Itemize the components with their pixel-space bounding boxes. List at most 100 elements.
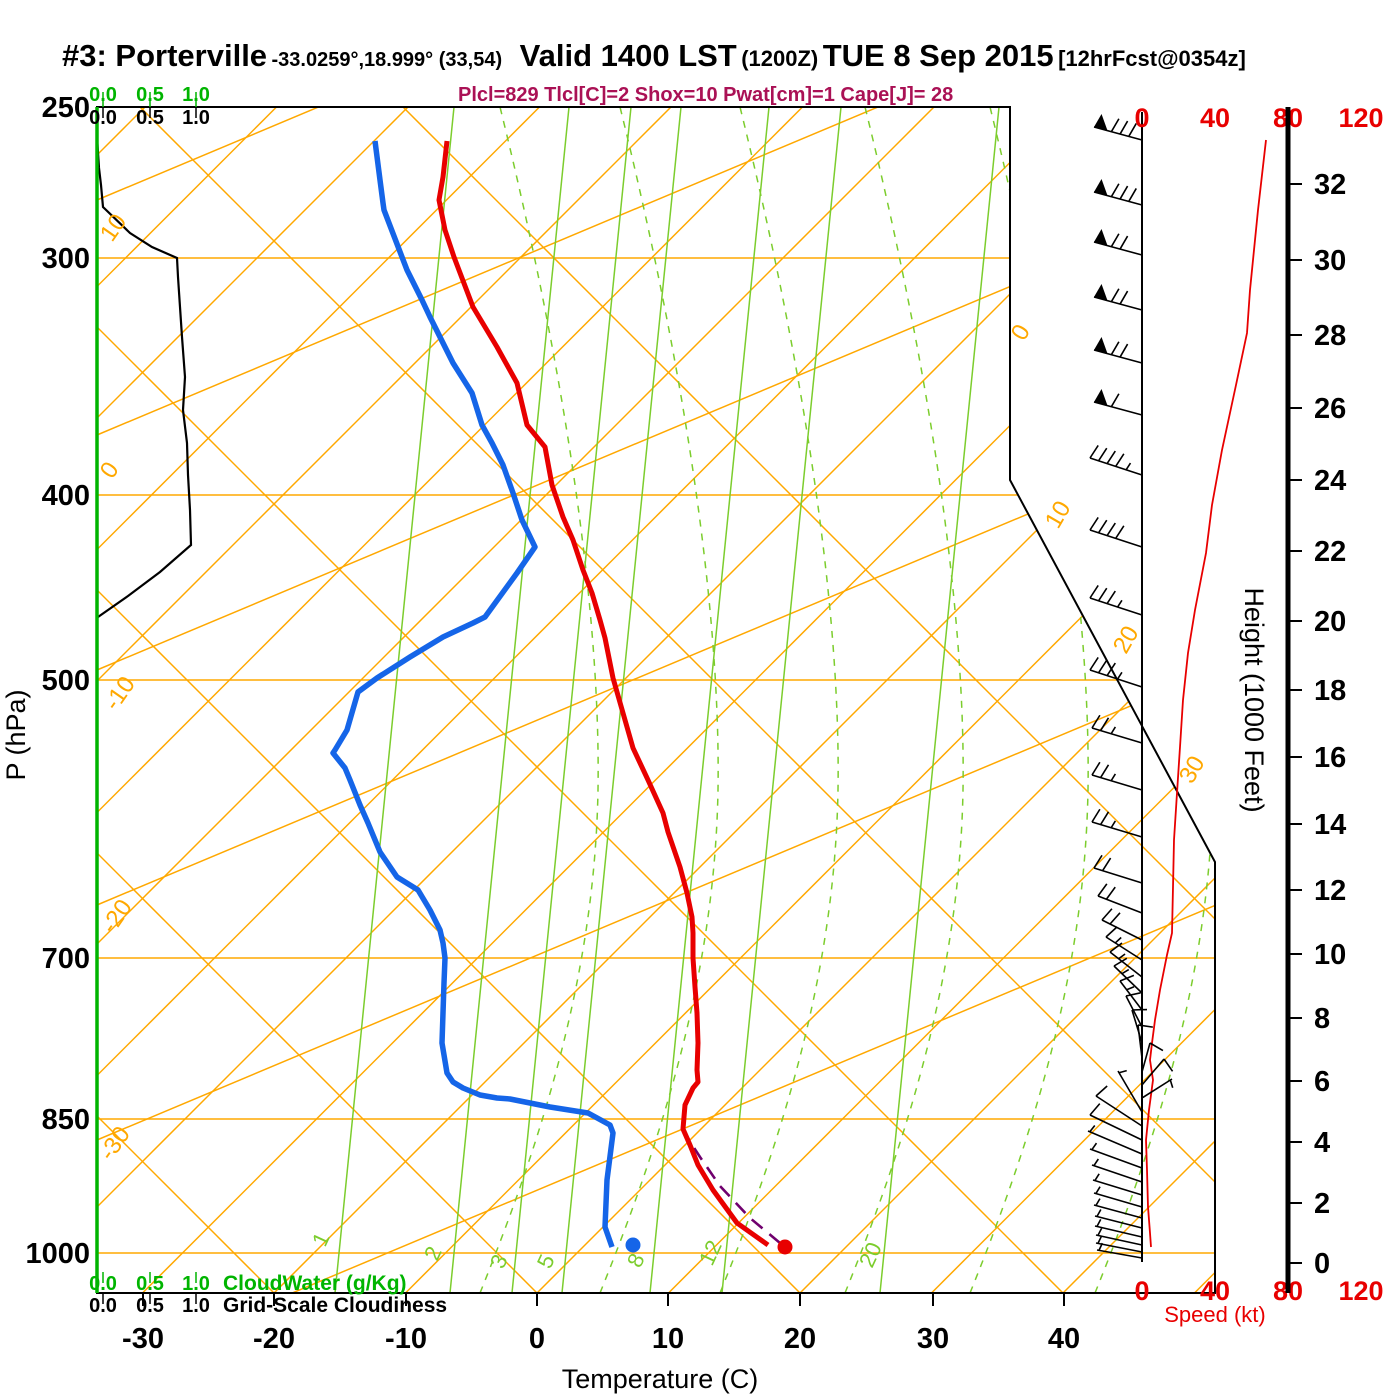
wind-barb [1094, 1219, 1143, 1238]
isotherm-line [97, 107, 1198, 1293]
wind-barb [1131, 1008, 1148, 1044]
wind-barb [1095, 1227, 1143, 1246]
mixing-ratio-line [721, 107, 842, 1293]
moist-adiabat-line [479, 107, 599, 1293]
wind-barb [1093, 1186, 1143, 1208]
pressure-tick-label: 850 [42, 1104, 90, 1136]
plot-frame [96, 106, 1216, 1294]
sounding-indices: Plcl=829 Tlcl[C]=2 Shox=10 Pwat[cm]=1 Ca… [458, 84, 954, 106]
isotherm-line [97, 107, 935, 1293]
dry-adiabat-line [97, 107, 801, 1293]
dry-adiabat-upper-line [97, 669, 1215, 1141]
wind-barb [1117, 1069, 1143, 1113]
isotherm-line [97, 107, 804, 1293]
temperature-curve [436, 140, 770, 1248]
pressure-tick-label: 300 [42, 243, 90, 275]
wind-barb [1091, 761, 1143, 791]
chart-title: #3: Porterville -33.0259°,18.999° (33,54… [62, 38, 1392, 74]
height-tick-label: 18 [1314, 675, 1346, 707]
wind-barb [1089, 516, 1143, 548]
isotherm-line [799, 107, 1215, 1293]
moist-adiabat-line [969, 107, 1089, 1293]
mixing-ratio-line [334, 107, 455, 1293]
height-tick-label: 26 [1314, 393, 1346, 425]
height-tick-label: 22 [1314, 536, 1346, 568]
dry-adiabat-upper-line [97, 199, 1215, 671]
parcel-path-curve [681, 1127, 781, 1244]
pressure-tick-label: 700 [42, 943, 90, 975]
isotherm-line [536, 107, 1215, 1293]
wind-barb [1089, 584, 1143, 616]
mixing-ratio-line [511, 107, 632, 1293]
pressure-tick-label: 500 [42, 665, 90, 697]
mixing-ratio-label: 12 [694, 1236, 727, 1269]
wind-barb [1109, 942, 1143, 978]
isotherm-line [97, 107, 409, 1293]
moist-adiabat-line [599, 107, 719, 1293]
mixing-ratio-line [449, 107, 570, 1293]
pressure-tick-label: 250 [42, 92, 90, 124]
wind-barb [1093, 229, 1143, 256]
pressure-tick-label: 1000 [25, 1238, 90, 1270]
wind-barb [1089, 656, 1143, 688]
temperature-tick-label: 20 [784, 1323, 816, 1355]
wind-barb [1092, 1173, 1143, 1196]
isotherm-line [273, 107, 1215, 1293]
speed-tick-top: 40 [1200, 103, 1230, 133]
wind-barb [1089, 1103, 1143, 1141]
temperature-tick-label: -20 [253, 1323, 295, 1355]
height-tick-label: 24 [1314, 465, 1346, 497]
adiabat-label: 10 [95, 209, 132, 246]
adiabat-label: -20 [96, 895, 138, 939]
height-tick-label: 14 [1314, 809, 1346, 841]
height-tick-label: 6 [1314, 1066, 1330, 1098]
isotherm-line [1062, 107, 1215, 1293]
wind-barb [1091, 1158, 1143, 1183]
wind-barb [1094, 1209, 1143, 1229]
height-tick-label: 28 [1314, 320, 1346, 352]
cloud-scale-value: 0.0 [89, 1295, 117, 1317]
height-tick-label: 0 [1314, 1248, 1330, 1280]
moist-adiabat-line [719, 107, 839, 1293]
temperature-tick-label: -10 [385, 1323, 427, 1355]
dry-adiabat-line [97, 107, 1064, 1293]
wind-barb [1141, 1058, 1174, 1086]
forecast-tag: [12hrFcst@0354z] [1058, 46, 1246, 71]
wind-barb [1113, 957, 1143, 994]
wind-panel: 0040408080120120Speed (kt) [1087, 103, 1384, 1327]
speed-tick-bottom: 0 [1134, 1276, 1149, 1306]
isotherm-label: 10 [1040, 496, 1077, 533]
temperature-tick-label: 30 [917, 1323, 949, 1355]
dry-adiabat-upper-line [97, 904, 1215, 1293]
height-tick-label: 12 [1314, 875, 1346, 907]
dry-adiabat-line [97, 107, 538, 1293]
temperature-axis-title: Temperature (C) [562, 1364, 759, 1394]
wind-barb [1087, 1124, 1143, 1155]
wind-barb [1097, 883, 1143, 914]
cloud-scale-value: 1.0 [182, 1295, 210, 1317]
cloudiness-profile-curve [97, 136, 193, 618]
valid-date: TUE 8 Sep 2015 [822, 38, 1054, 73]
wind-barb [1093, 114, 1143, 141]
wind-barb [1141, 1078, 1174, 1099]
height-tick-label: 32 [1314, 169, 1346, 201]
speed-tick-bottom: 120 [1338, 1276, 1383, 1306]
surface-dewpoint-dot [625, 1237, 641, 1253]
station-name: #3: Porterville [62, 38, 268, 73]
height-tick-label: 10 [1314, 939, 1346, 971]
mixing-ratio-label: 2 [419, 1242, 447, 1264]
wind-barb [1089, 444, 1143, 476]
mixing-ratio-label: 20 [854, 1238, 887, 1271]
station-coords: -33.0259°,18.999° (33,54) [271, 49, 503, 71]
surface-temperature-dot [777, 1239, 793, 1255]
height-tick-label: 20 [1314, 606, 1346, 638]
wind-barb [1089, 1142, 1143, 1169]
cloud-scale-title: CloudWater (g/Kg) [223, 1272, 407, 1295]
dry-adiabat-line [402, 107, 1215, 1293]
wind-barb [1095, 1085, 1143, 1127]
speed-tick-top: 120 [1338, 103, 1383, 133]
